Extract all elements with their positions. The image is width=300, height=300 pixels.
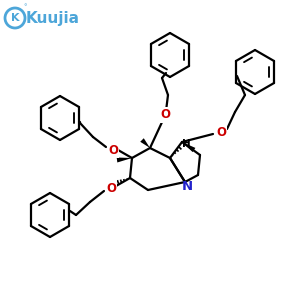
Text: O: O xyxy=(160,109,170,122)
Text: O: O xyxy=(108,143,118,157)
Text: O: O xyxy=(160,109,170,122)
Text: K: K xyxy=(11,13,19,23)
Text: O: O xyxy=(216,125,226,139)
Text: °: ° xyxy=(23,4,27,10)
Polygon shape xyxy=(140,138,150,148)
Polygon shape xyxy=(182,142,195,152)
Text: Kuujia: Kuujia xyxy=(26,11,80,26)
Text: H: H xyxy=(182,139,190,149)
Text: O: O xyxy=(106,182,116,194)
Text: O: O xyxy=(108,143,118,157)
Text: O: O xyxy=(216,125,226,139)
Text: O: O xyxy=(106,182,116,194)
Polygon shape xyxy=(117,158,132,163)
Text: N: N xyxy=(182,179,193,193)
